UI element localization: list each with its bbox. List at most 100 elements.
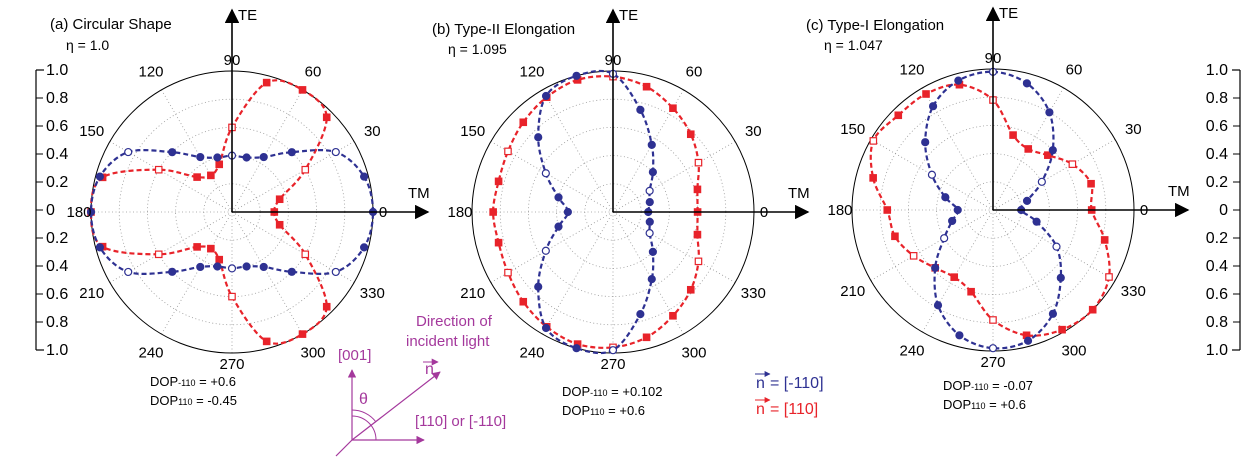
- dop-line: DOP-110 = +0.6: [150, 374, 236, 389]
- data-point: [642, 333, 651, 342]
- dop-block: DOP-110 = +0.6 DOP110 = -0.45: [150, 374, 237, 408]
- data-point: [909, 252, 918, 260]
- data-point: [572, 344, 581, 353]
- angle-label: 90: [605, 52, 622, 69]
- series-blue-minus110: [534, 69, 657, 355]
- tm-axis-label: TM: [408, 185, 430, 202]
- data-point: [645, 229, 654, 238]
- data-point: [95, 243, 104, 252]
- data-point: [298, 86, 307, 94]
- grid-spoke: [231, 211, 355, 283]
- data-point: [1045, 108, 1054, 117]
- data-point: [608, 346, 618, 355]
- polar-panel-b: (b) Type-II Elongation η = 1.095 DOP-110…: [432, 7, 810, 418]
- angle-label: 120: [899, 62, 924, 79]
- left-radial-scale: 1.0 0.8 0.6 0.4 0.2 0 0.2 0.4 0.6 0.8 1.0: [35, 62, 68, 359]
- grid-spoke: [490, 211, 614, 283]
- dop-line: DOP-110 = +0.102: [562, 384, 662, 399]
- grid-spoke: [992, 139, 1116, 211]
- data-point: [883, 206, 892, 214]
- data-point: [275, 220, 284, 229]
- data-point: [693, 230, 702, 239]
- scale-tick-label: 1.0: [1206, 62, 1228, 79]
- data-point: [494, 238, 503, 247]
- legend-blue-label: = [-110]: [770, 375, 824, 392]
- data-point: [869, 137, 878, 145]
- grid-spoke: [231, 89, 303, 213]
- scale-tick-label: 0.8: [1206, 90, 1228, 107]
- data-point: [504, 147, 512, 156]
- data-point: [168, 148, 177, 157]
- grid-spoke: [922, 209, 994, 333]
- data-point: [645, 198, 654, 207]
- data-point: [213, 153, 222, 162]
- dop-block: DOP-110 = +0.102 DOP110 = +0.6: [562, 384, 662, 418]
- data-point: [953, 205, 962, 215]
- polar-panel-c: (c) Type-I Elongation η = 1.047 DOP-110 …: [806, 5, 1190, 412]
- scale-tick-label: 1.0: [1206, 342, 1228, 359]
- left-scale-labels: 1.0 0.8 0.6 0.4 0.2 0 0.2 0.4 0.6 0.8 1.0: [36, 62, 68, 359]
- data-point: [1088, 305, 1097, 314]
- data-point: [534, 282, 543, 291]
- angle-label: 0: [379, 204, 387, 221]
- data-point: [927, 170, 937, 179]
- scale-tick-label: 0.2: [1206, 230, 1228, 247]
- x-axis-label: [110] or [-110]: [415, 413, 506, 430]
- data-point: [1068, 160, 1077, 168]
- grid-spoke: [161, 211, 233, 335]
- data-point: [647, 140, 656, 149]
- angle-label: 90: [985, 50, 1002, 67]
- diagram-title-line1: Direction of: [416, 313, 493, 330]
- data-point: [360, 172, 369, 181]
- data-point: [921, 138, 930, 147]
- data-point: [686, 130, 695, 139]
- data-point: [287, 267, 296, 276]
- dop-line: DOP110 = +0.6: [562, 403, 645, 418]
- grid-spoke: [612, 211, 736, 283]
- scale-tick-label: 0.6: [1206, 118, 1228, 135]
- eta-label: η = 1.047: [824, 37, 883, 53]
- angle-label: 30: [1125, 121, 1142, 138]
- data-point: [869, 174, 877, 182]
- angle-label: 120: [519, 64, 544, 81]
- grid-spoke: [612, 141, 736, 213]
- data-point: [694, 158, 703, 167]
- angle-label: 240: [519, 344, 544, 361]
- data-point: [227, 264, 237, 273]
- data-point: [642, 82, 651, 91]
- data-point: [648, 247, 657, 256]
- scale-tick-label: 0.4: [1206, 258, 1228, 275]
- angle-label: 210: [840, 283, 865, 300]
- data-point: [1100, 236, 1109, 244]
- scale-tick-label: 0.4: [46, 146, 68, 163]
- angle-label: 0: [760, 204, 768, 221]
- data-point: [154, 250, 163, 259]
- series-blue-minus110: [86, 147, 378, 277]
- data-point: [931, 263, 940, 272]
- right-scale-labels: 1.0 0.8 0.6 0.4 0.2 0 0.2 0.4 0.6 0.8 1.0: [1206, 62, 1240, 359]
- te-axis-label: TE: [619, 7, 638, 24]
- data-point: [489, 208, 497, 216]
- data-point: [1037, 177, 1046, 186]
- data-point: [275, 195, 284, 204]
- data-point: [648, 168, 657, 177]
- diagram-tail: [335, 439, 353, 457]
- panel-title: (c) Type-I Elongation: [806, 17, 944, 34]
- angle-label: 120: [138, 64, 163, 81]
- grid-spoke: [922, 87, 994, 211]
- diagram-title-line2: incident light: [406, 333, 490, 350]
- grid-spoke: [612, 211, 684, 335]
- right-radial-scale: 1.0 0.8 0.6 0.4 0.2 0 0.2 0.4 0.6 0.8 1.0: [1206, 62, 1241, 359]
- data-point: [287, 148, 296, 157]
- data-point: [647, 275, 656, 284]
- data-point: [322, 302, 331, 311]
- scale-tick-label: 0.8: [46, 314, 68, 331]
- data-point: [262, 78, 271, 87]
- eta-label: η = 1.095: [448, 41, 507, 57]
- data-point: [86, 207, 96, 217]
- data-point: [554, 222, 563, 231]
- data-point: [196, 152, 205, 162]
- angle-label: 300: [681, 344, 706, 361]
- data-point: [301, 250, 310, 259]
- angle-label: 330: [741, 285, 766, 302]
